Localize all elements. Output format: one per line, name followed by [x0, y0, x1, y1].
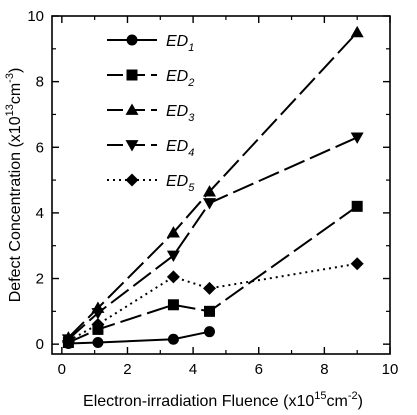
data-point-ed3	[350, 25, 364, 38]
data-point-ed1	[167, 333, 179, 345]
series-ed2	[62, 200, 363, 349]
series-ed4	[61, 132, 364, 346]
y-tick-label: 0	[36, 336, 44, 353]
series-ed1	[62, 326, 216, 349]
legend-marker	[126, 34, 138, 46]
legend-label: ED1	[166, 33, 194, 54]
y-tick-label: 4	[36, 205, 44, 222]
series-lines	[61, 25, 364, 349]
x-tick-label: 0	[58, 361, 66, 378]
series-ed5	[61, 257, 364, 348]
legend-marker	[125, 103, 139, 115]
data-point-ed1	[92, 337, 104, 349]
plot-frame	[51, 15, 391, 355]
legend-label: ED3	[166, 103, 195, 124]
data-point-ed4	[203, 198, 217, 210]
x-tick-label: 8	[320, 361, 328, 378]
series-line-ed2	[68, 205, 358, 344]
data-point-ed2	[167, 299, 179, 311]
legend-label: ED4	[166, 138, 194, 159]
x-tick-label: 2	[123, 361, 131, 378]
x-tick-label: 6	[255, 361, 263, 378]
data-point-ed5	[166, 270, 180, 284]
legend-marker	[126, 69, 138, 81]
data-point-ed5	[91, 317, 105, 331]
data-point-ed4	[91, 308, 105, 320]
x-axis-title: Electron-irradiation Fluence (x1015cm-2)	[83, 390, 363, 410]
series-ed3	[61, 25, 364, 343]
series-line-ed5	[67, 262, 358, 342]
y-axis-title: Defect Concentration (x1013cm-3)	[4, 68, 24, 303]
data-point-ed5	[350, 257, 364, 271]
y-tick-label: 6	[36, 139, 44, 156]
data-point-ed4	[350, 132, 364, 144]
data-point-ed5	[203, 281, 217, 295]
legend-label: ED5	[166, 173, 195, 194]
axes	[51, 15, 391, 355]
data-point-ed3	[166, 226, 180, 238]
data-point-ed3	[203, 185, 217, 197]
y-tick-label: 2	[36, 271, 44, 288]
legend-marker	[125, 140, 139, 152]
legend-entry-ed1: ED1	[107, 33, 194, 54]
legend-marker	[125, 173, 139, 187]
data-point-ed1	[204, 326, 216, 338]
y-tick-label: 8	[36, 74, 44, 91]
data-point-ed2	[204, 305, 216, 317]
data-point-ed4	[166, 250, 180, 263]
series-line-ed3	[67, 31, 358, 339]
legend-entry-ed4: ED4	[107, 138, 194, 159]
legend-entry-ed3: ED3	[107, 103, 195, 124]
x-tick-label: 10	[382, 361, 399, 378]
y-tick-label: 10	[27, 8, 44, 25]
legend-label: ED2	[166, 68, 194, 89]
legend-entry-ed2: ED2	[107, 68, 194, 89]
legend-entry-ed5: ED5	[107, 173, 195, 194]
x-tick-label: 4	[189, 361, 197, 378]
data-point-ed2	[351, 200, 363, 212]
axis-labels: 0 2 4 6 8 10 0 2 4 6 8 10 Electron-irradiation Fluen…	[4, 8, 398, 410]
series-line-ed1	[68, 330, 210, 345]
data-point-ed5	[61, 334, 75, 348]
legend: ED1 ED2 ED3 ED4 ED5	[107, 33, 195, 194]
